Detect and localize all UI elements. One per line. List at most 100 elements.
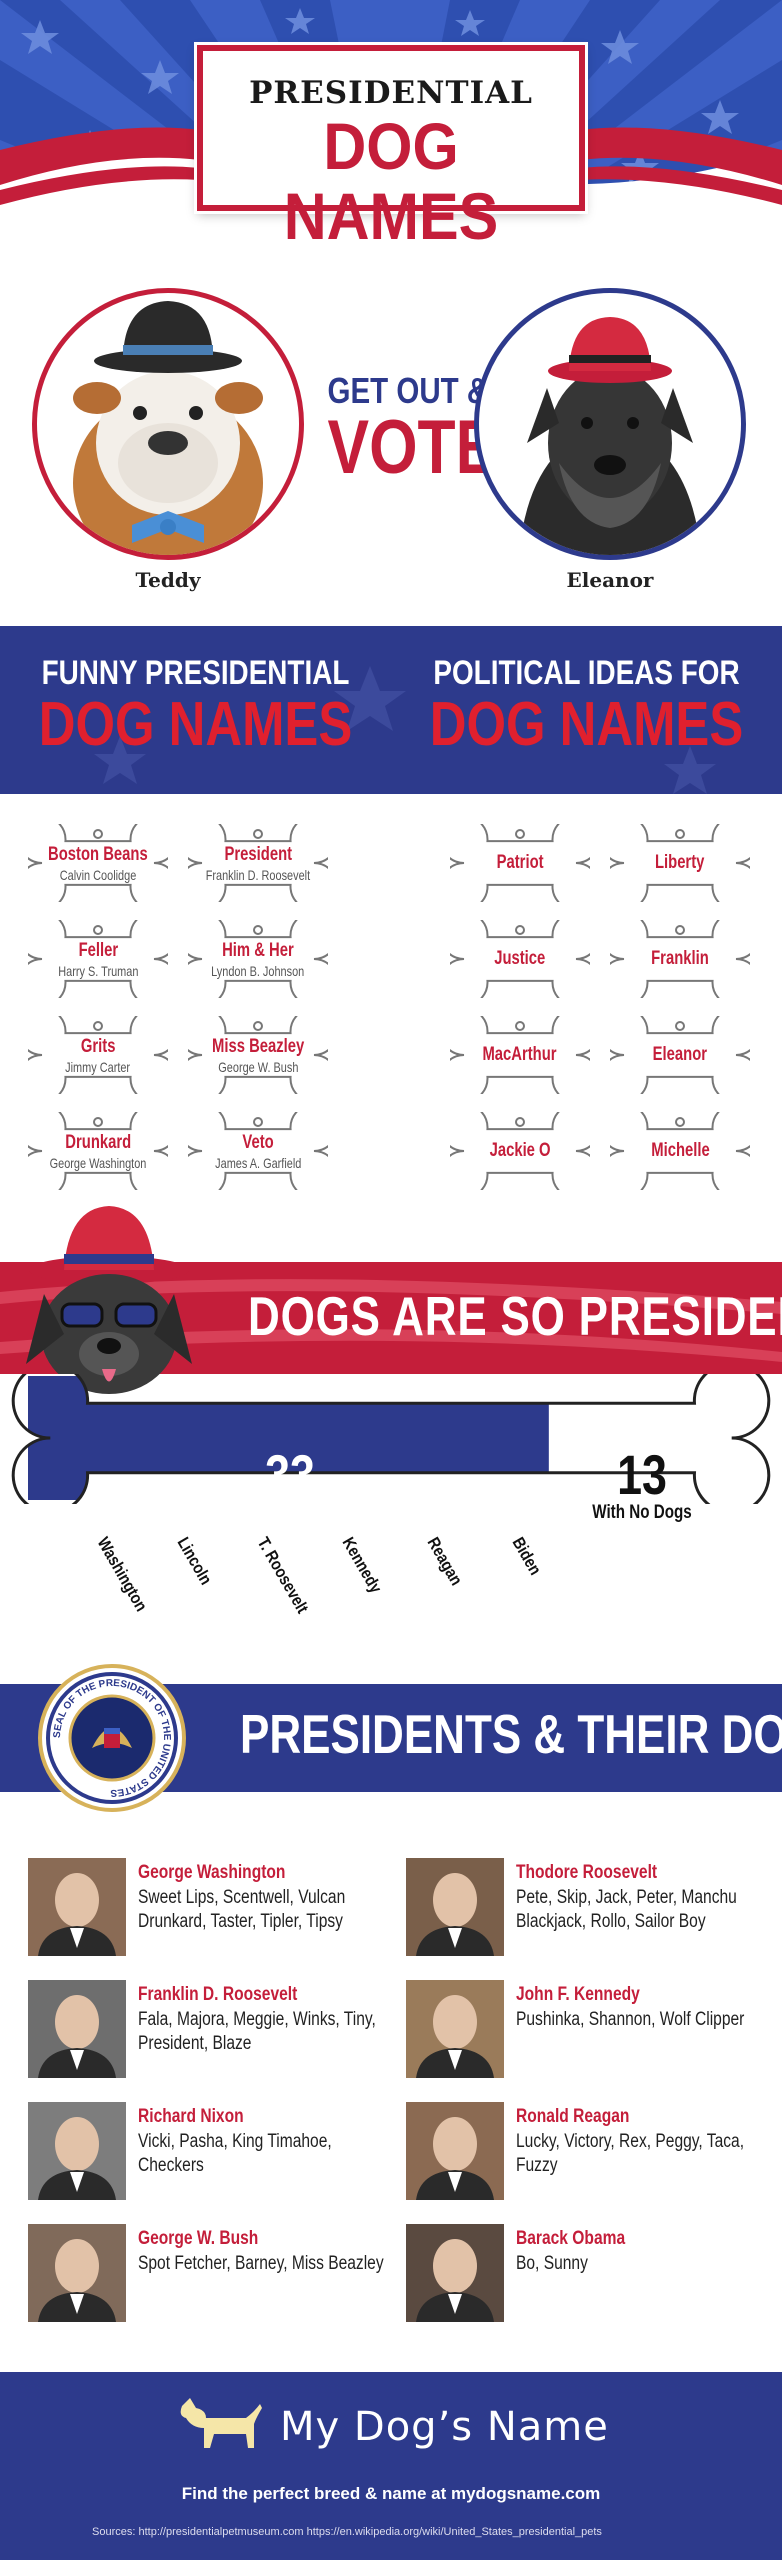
banner-star-decoration — [94, 666, 716, 794]
president-photo — [406, 2102, 504, 2200]
example-president-label: Lincoln — [173, 1534, 216, 1589]
funny-tag: President Franklin D. Roosevelt — [188, 824, 328, 902]
funny-tag: Him & Her Lyndon B. Johnson — [188, 920, 328, 998]
bone-tag-icon — [450, 1016, 590, 1094]
funny-heading-line-1: FUNNY PRESIDENTIAL — [41, 654, 350, 692]
president-photo — [28, 2102, 126, 2200]
with-dogs-value: 33 — [265, 1443, 315, 1506]
dog-left-name: Teddy — [135, 568, 201, 592]
president-entry: George W. Bush Spot Fetcher, Barney, Mis… — [28, 2224, 398, 2324]
bone-tag-icon — [610, 920, 750, 998]
president-photo — [28, 2224, 126, 2322]
political-heading-line-2: DOG NAMES — [429, 690, 744, 759]
president-dog-names: Sweet Lips, Scentwell, Vulcan Drunkard, … — [138, 1887, 346, 1932]
title-box: PRESIDENTIAL DOG NAMES — [197, 45, 585, 251]
president-name: Richard Nixon — [138, 2106, 244, 2127]
president-photo — [406, 1980, 504, 2078]
president-dog-names: Fala, Majora, Meggie, Winks, Tiny, Presi… — [138, 2009, 376, 2054]
tag-dog-name: Jackie O — [489, 1140, 551, 1161]
president-entry: Ronald Reagan Lucky, Victory, Rex, Peggy… — [406, 2102, 776, 2202]
bone-tag-icon — [188, 1016, 328, 1094]
president-photo — [406, 1858, 504, 1956]
no-dogs-value: 13 — [617, 1443, 667, 1506]
president-dog-names: Spot Fetcher, Barney, Miss Beazley — [138, 2253, 384, 2274]
president-name: Thodore Roosevelt — [516, 1862, 658, 1883]
tag-dog-name: Drunkard — [65, 1131, 131, 1153]
political-tag: Franklin — [610, 920, 750, 998]
president-name: John F. Kennedy — [516, 1984, 640, 2005]
tag-dog-name: Patriot — [496, 852, 544, 873]
funny-tag: Miss Beazley George W. Bush — [188, 1016, 328, 1094]
tag-dog-name: Eleanor — [652, 1044, 708, 1065]
funny-tag: Veto James A. Garfield — [188, 1112, 328, 1190]
bone-tag-icon — [450, 824, 590, 902]
example-president-label: Biden — [508, 1534, 546, 1579]
president-name: Barack Obama — [516, 2228, 626, 2249]
president-dog-names: Vicki, Pasha, King Timahoe, Checkers — [138, 2131, 332, 2176]
tag-dog-name: Franklin — [651, 948, 709, 969]
tag-president: Harry S. Truman — [57, 962, 139, 979]
presidential-banner-text: DOGS ARE SO PRESIDENTIAL — [248, 1285, 782, 1347]
funny-tag: Feller Harry S. Truman — [28, 920, 168, 998]
president-photo — [28, 1980, 126, 2078]
tag-president: Lyndon B. Johnson — [211, 962, 305, 979]
tag-dog-name: President — [224, 843, 292, 865]
teddy-portrait — [32, 288, 304, 560]
bone-tag-icon — [188, 920, 328, 998]
bone-bar-chart — [11, 1374, 771, 1504]
president-entry: John F. Kennedy Pushinka, Shannon, Wolf … — [406, 1980, 776, 2080]
political-tag: Patriot — [450, 824, 590, 902]
dogs-stats-section: 33 Presidents w Dogs 13 With No Dogs Was… — [0, 1374, 782, 1664]
political-names-heading: POLITICAL IDEAS FOR DOG NAMES — [391, 654, 782, 757]
title-line-2: DOG NAMES — [283, 109, 499, 253]
stripe-decoration — [0, 1279, 782, 1362]
president-entry: Barack Obama Bo, Sunny — [406, 2224, 776, 2324]
tag-president: James A. Garfield — [214, 1154, 302, 1171]
bone-tag-icon — [610, 1016, 750, 1094]
tagline-site-link[interactable]: mydogsname.com — [450, 2484, 601, 2503]
eleanor-portrait — [474, 288, 746, 560]
footer-tagline: Find the perfect breed & name at mydogsn… — [0, 2484, 782, 2504]
presidents-banner-text: PRESIDENTS & THEIR DOGS — [240, 1703, 782, 1765]
president-dog-names: Pete, Skip, Jack, Peter, Manchu Blackjac… — [516, 1887, 737, 1932]
bone-tag-icon — [610, 1112, 750, 1190]
schnauzer-illustration — [519, 317, 701, 555]
presidents-list: George Washington Sweet Lips, Scentwell,… — [0, 1812, 782, 2372]
title-line-1: PRESIDENTIAL — [249, 75, 533, 111]
with-dogs-label: Presidents w Dogs — [222, 1502, 358, 1523]
president-entry: Franklin D. Roosevelt Fala, Majora, Megg… — [28, 1980, 398, 2080]
bulldog-illustration — [73, 301, 263, 555]
president-name: Franklin D. Roosevelt — [138, 1984, 298, 2005]
tag-dog-name: MacArthur — [482, 1044, 558, 1065]
funny-names-heading: FUNNY PRESIDENTIAL DOG NAMES — [0, 654, 391, 757]
president-photo — [28, 1858, 126, 1956]
tag-dog-name: Miss Beazley — [211, 1035, 305, 1057]
bone-tag-icon — [28, 824, 168, 902]
tag-dog-name: Veto — [242, 1131, 274, 1153]
tag-dog-name: Michelle — [650, 1140, 710, 1161]
example-president-label: Reagan — [423, 1534, 467, 1589]
tag-dog-name: Grits — [80, 1035, 116, 1057]
name-ideas-banner: FUNNY PRESIDENTIAL DOG NAMES POLITICAL I… — [0, 626, 782, 794]
political-heading-line-1: POLITICAL IDEAS FOR — [433, 654, 740, 692]
president-name: George W. Bush — [138, 2228, 259, 2249]
funny-tag: Boston Beans Calvin Coolidge — [28, 824, 168, 902]
president-dog-names: Pushinka, Shannon, Wolf Clipper — [516, 2009, 745, 2030]
funny-heading-line-2: DOG NAMES — [38, 690, 353, 759]
political-tag: Jackie O — [450, 1112, 590, 1190]
bone-tag-icon — [188, 1112, 328, 1190]
bone-tag-icon — [28, 920, 168, 998]
tagline-prefix: Find the perfect breed & name at — [181, 2484, 451, 2503]
example-president-label: T. Roosevelt — [253, 1534, 313, 1617]
tag-president: Calvin Coolidge — [59, 866, 137, 883]
bone-outline — [11, 1374, 771, 1504]
bone-tag-icon — [450, 920, 590, 998]
tag-dog-name: Him & Her — [222, 939, 294, 961]
footer: My Dog’s Name Find the perfect breed & n… — [0, 2372, 782, 2560]
funny-tag: Drunkard George Washington — [28, 1112, 168, 1190]
tag-dog-name: Feller — [78, 939, 118, 961]
tag-dog-name: Liberty — [655, 852, 705, 873]
president-name: Ronald Reagan — [516, 2106, 630, 2127]
vote-callout: GET OUT & VOTE — [314, 370, 498, 486]
president-name: George Washington — [138, 1862, 286, 1883]
